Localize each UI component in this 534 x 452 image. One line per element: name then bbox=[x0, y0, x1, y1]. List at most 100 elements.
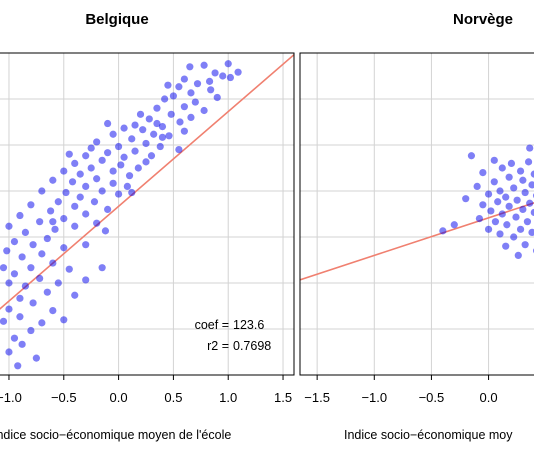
data-point-belgique bbox=[142, 139, 150, 148]
data-point-belgique bbox=[71, 291, 79, 299]
data-point-norvege bbox=[475, 215, 484, 223]
data-point-belgique bbox=[5, 222, 13, 230]
data-point-norvege bbox=[505, 202, 513, 210]
data-point-belgique bbox=[82, 182, 90, 190]
panel-title-norvege: Norvège bbox=[453, 11, 513, 28]
data-point-belgique bbox=[49, 307, 57, 315]
data-point-belgique bbox=[3, 247, 11, 255]
data-point-belgique bbox=[43, 234, 51, 243]
data-point-belgique bbox=[60, 244, 68, 252]
data-point-norvege bbox=[513, 196, 521, 204]
data-point-belgique bbox=[200, 106, 208, 115]
data-point-norvege bbox=[439, 227, 447, 235]
data-point-belgique bbox=[14, 362, 22, 370]
data-point-belgique bbox=[128, 135, 136, 143]
data-point-belgique bbox=[101, 227, 110, 235]
data-point-norvege bbox=[528, 228, 534, 236]
data-point-belgique bbox=[49, 176, 57, 184]
data-point-belgique bbox=[175, 83, 183, 91]
data-point-norvege bbox=[467, 152, 476, 160]
data-point-belgique bbox=[82, 210, 90, 218]
data-point-norvege bbox=[512, 213, 520, 221]
data-point-belgique bbox=[123, 182, 131, 190]
data-point-belgique bbox=[29, 241, 37, 249]
data-point-belgique bbox=[18, 253, 26, 261]
data-point-belgique bbox=[87, 164, 95, 172]
data-point-belgique bbox=[180, 75, 188, 83]
data-point-norvege bbox=[510, 184, 518, 192]
data-point-norvege bbox=[516, 167, 525, 175]
x-tick-label-norvege: −0.5 bbox=[419, 390, 445, 405]
data-point-belgique bbox=[36, 218, 44, 226]
data-point-norvege bbox=[519, 176, 527, 184]
data-point-belgique bbox=[136, 110, 145, 118]
data-point-belgique bbox=[142, 158, 150, 166]
data-point-belgique bbox=[82, 241, 90, 249]
data-point-belgique bbox=[120, 124, 128, 132]
data-point-norvege bbox=[491, 218, 500, 226]
data-point-belgique bbox=[29, 299, 37, 307]
data-point-belgique bbox=[205, 77, 214, 85]
data-point-belgique bbox=[98, 187, 106, 195]
data-point-belgique bbox=[43, 288, 51, 296]
data-point-norvege bbox=[526, 199, 534, 207]
data-point-norvege bbox=[519, 205, 527, 213]
data-point-belgique bbox=[131, 147, 139, 155]
data-point-norvege bbox=[524, 158, 533, 166]
data-point-norvege bbox=[490, 156, 498, 164]
data-point-belgique bbox=[125, 172, 134, 180]
data-point-norvege bbox=[523, 218, 532, 226]
data-point-belgique bbox=[16, 313, 24, 321]
regression-line-norvege bbox=[300, 202, 534, 281]
data-point-belgique bbox=[219, 72, 227, 80]
data-point-belgique bbox=[150, 130, 158, 138]
data-point-belgique bbox=[0, 317, 8, 325]
data-point-belgique bbox=[234, 68, 242, 76]
data-point-belgique bbox=[60, 316, 68, 324]
data-point-belgique bbox=[5, 279, 13, 287]
data-point-belgique bbox=[16, 294, 24, 302]
data-point-belgique bbox=[38, 250, 46, 258]
data-point-belgique bbox=[82, 152, 90, 160]
data-point-belgique bbox=[0, 264, 8, 272]
data-point-norvege bbox=[505, 173, 513, 181]
data-point-norvege bbox=[502, 193, 510, 201]
data-point-belgique bbox=[109, 130, 117, 138]
x-tick-label-norvege: −1.5 bbox=[304, 390, 330, 405]
data-point-belgique bbox=[71, 159, 79, 167]
data-point-norvege bbox=[450, 221, 458, 229]
data-point-belgique bbox=[38, 319, 46, 327]
x-tick-label-belgique: 1.5 bbox=[274, 390, 292, 405]
data-point-belgique bbox=[131, 121, 139, 129]
x-axis-ticks-belgique: −1.0 −0.5 0.0 0.5 1.0 1.5 bbox=[0, 375, 292, 405]
data-point-norvege bbox=[530, 208, 534, 217]
data-point-belgique bbox=[93, 219, 101, 227]
data-point-belgique bbox=[211, 69, 219, 77]
data-point-norvege bbox=[510, 233, 518, 241]
data-point-norvege bbox=[514, 251, 522, 259]
data-point-norvege bbox=[494, 198, 502, 206]
data-point-belgique bbox=[68, 178, 77, 186]
data-point-belgique bbox=[87, 144, 95, 152]
data-point-norvege bbox=[484, 225, 493, 233]
data-point-norvege bbox=[498, 164, 506, 172]
x-tick-label-belgique: −1.0 bbox=[0, 390, 22, 405]
data-point-norvege bbox=[516, 225, 525, 233]
data-point-belgique bbox=[104, 149, 112, 157]
data-point-belgique bbox=[193, 80, 202, 88]
data-point-belgique bbox=[161, 95, 169, 103]
data-point-belgique bbox=[145, 115, 153, 123]
data-point-belgique bbox=[169, 92, 178, 100]
panel-title-belgique: Belgique bbox=[85, 11, 148, 28]
data-point-norvege bbox=[490, 178, 498, 186]
data-point-belgique bbox=[167, 110, 175, 118]
data-point-norvege bbox=[496, 187, 504, 195]
data-point-belgique bbox=[186, 63, 194, 71]
data-point-belgique bbox=[187, 89, 195, 97]
data-point-belgique bbox=[65, 150, 73, 158]
data-point-belgique bbox=[158, 123, 167, 131]
gridlines-belgique bbox=[0, 53, 294, 375]
data-point-belgique bbox=[104, 205, 112, 213]
data-point-belgique bbox=[114, 142, 123, 151]
data-point-belgique bbox=[120, 153, 128, 161]
